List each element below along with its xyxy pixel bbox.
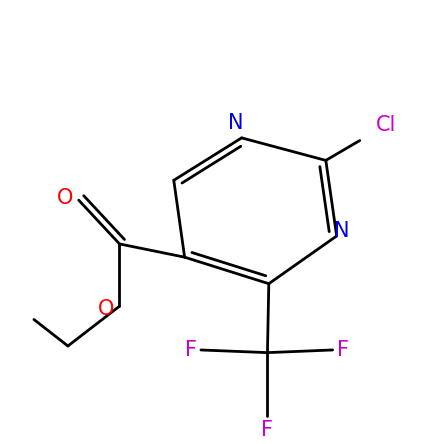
- Text: N: N: [334, 221, 349, 241]
- Text: F: F: [262, 420, 273, 440]
- Text: F: F: [185, 340, 197, 360]
- Text: N: N: [228, 113, 244, 133]
- Text: O: O: [57, 187, 73, 207]
- Text: Cl: Cl: [376, 115, 396, 135]
- Text: O: O: [98, 299, 114, 319]
- Text: F: F: [337, 340, 349, 360]
